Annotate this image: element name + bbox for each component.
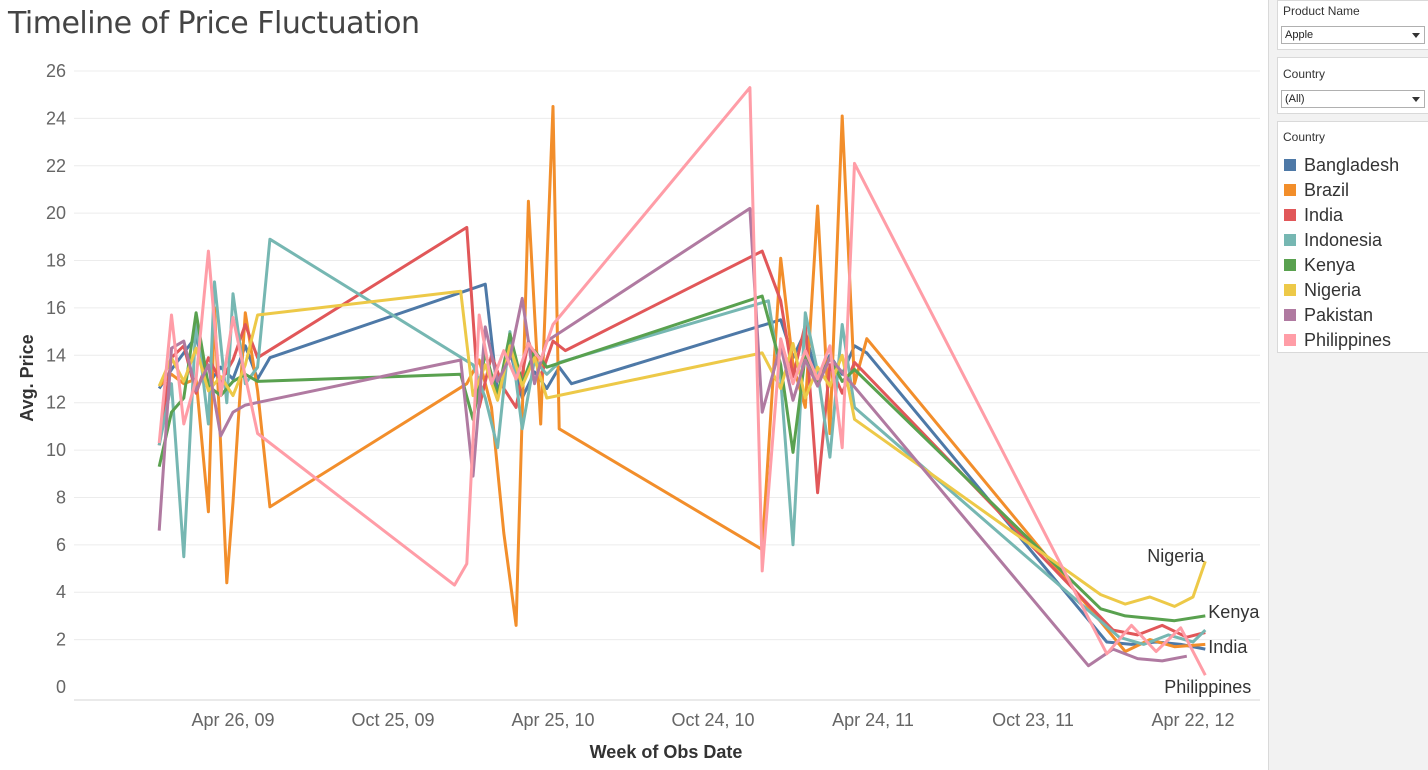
y-tick-label: 18 bbox=[46, 251, 66, 271]
legend-swatch bbox=[1284, 184, 1296, 196]
product-filter-card: Product Name Apple bbox=[1277, 0, 1428, 50]
series-line-philippines[interactable] bbox=[157, 86, 1207, 676]
legend-swatch bbox=[1284, 234, 1296, 246]
series-line-kenya[interactable] bbox=[157, 294, 1206, 623]
series-line-pakistan[interactable] bbox=[157, 206, 1188, 668]
series-line-brazil[interactable] bbox=[158, 105, 1206, 653]
legend-item-pakistan[interactable]: Pakistan bbox=[1284, 304, 1373, 326]
series-line-bangladesh[interactable] bbox=[157, 282, 1206, 651]
x-tick-label: Apr 25, 10 bbox=[511, 710, 594, 730]
legend-item-kenya[interactable]: Kenya bbox=[1284, 254, 1355, 276]
legend-swatch bbox=[1284, 309, 1296, 321]
y-tick-label: 16 bbox=[46, 298, 66, 318]
legend-label: Pakistan bbox=[1304, 304, 1374, 325]
series-line-nigeria[interactable] bbox=[157, 289, 1207, 608]
y-axis-title: Avg. Price bbox=[17, 334, 37, 421]
legend-swatch bbox=[1284, 259, 1296, 271]
x-tick-label: Oct 25, 09 bbox=[351, 710, 434, 730]
y-tick-label: 24 bbox=[46, 108, 66, 128]
end-label-nigeria: Nigeria bbox=[1147, 546, 1205, 566]
x-tick-label: Oct 23, 11 bbox=[992, 710, 1074, 730]
legend-label: Kenya bbox=[1304, 254, 1356, 275]
x-axis-title: Week of Obs Date bbox=[590, 742, 743, 762]
product-filter-label: Product Name bbox=[1283, 4, 1360, 18]
y-tick-label: 6 bbox=[56, 535, 66, 555]
end-label-philippines: Philippines bbox=[1164, 677, 1251, 697]
legend-item-brazil[interactable]: Brazil bbox=[1284, 179, 1349, 201]
end-label-india: India bbox=[1208, 637, 1248, 657]
legend-item-nigeria[interactable]: Nigeria bbox=[1284, 279, 1361, 301]
y-tick-label: 12 bbox=[46, 393, 66, 413]
legend-swatch bbox=[1284, 334, 1296, 346]
sidebar-panel: Product Name Apple Country (All) Country… bbox=[1268, 0, 1428, 770]
gridlines bbox=[74, 70, 1260, 641]
series-line-indonesia[interactable] bbox=[157, 237, 1207, 646]
legend-card: Country Bangladesh Brazil India Indonesia Ke… bbox=[1277, 121, 1428, 353]
legend-swatch bbox=[1284, 159, 1296, 171]
series-lines bbox=[157, 86, 1207, 676]
y-tick-label: 2 bbox=[56, 630, 66, 650]
chevron-down-icon bbox=[1412, 33, 1420, 38]
legend-item-philippines[interactable]: Philippines bbox=[1284, 329, 1391, 351]
product-name-dropdown[interactable]: Apple bbox=[1281, 26, 1425, 44]
y-tick-label: 14 bbox=[46, 345, 66, 365]
y-tick-label: 0 bbox=[56, 677, 66, 697]
legend-label: Indonesia bbox=[1304, 229, 1383, 250]
x-tick-label: Oct 24, 10 bbox=[671, 710, 754, 730]
legend-label: India bbox=[1304, 204, 1344, 225]
y-tick-label: 20 bbox=[46, 203, 66, 223]
end-label-kenya: Kenya bbox=[1208, 602, 1260, 622]
x-tick-label: Apr 22, 12 bbox=[1151, 710, 1234, 730]
legend-swatch bbox=[1284, 284, 1296, 296]
legend-item-india[interactable]: India bbox=[1284, 204, 1343, 226]
legend-label: Brazil bbox=[1304, 179, 1350, 200]
y-tick-label: 8 bbox=[56, 487, 66, 507]
country-filter-label: Country bbox=[1283, 67, 1326, 81]
y-tick-label: 4 bbox=[56, 582, 66, 602]
y-tick-label: 10 bbox=[46, 440, 66, 460]
x-axis-ticks: Apr 26, 09 Oct 25, 09 Apr 25, 10 Oct 24, 10… bbox=[191, 710, 1234, 730]
country-dropdown[interactable]: (All) bbox=[1281, 90, 1425, 108]
legend-title: Country bbox=[1283, 130, 1326, 144]
country-value: (All) bbox=[1285, 93, 1305, 105]
chevron-down-icon bbox=[1412, 97, 1420, 102]
legend-label: Nigeria bbox=[1304, 279, 1362, 300]
y-tick-label: 26 bbox=[46, 61, 66, 81]
legend-item-indonesia[interactable]: Indonesia bbox=[1284, 229, 1382, 251]
legend-swatch bbox=[1284, 209, 1296, 221]
x-tick-label: Apr 24, 11 bbox=[832, 710, 914, 730]
end-labels: Nigeria Kenya India Philippines bbox=[1147, 546, 1260, 697]
page-title: Timeline of Price Fluctuation bbox=[8, 6, 420, 41]
x-tick-label: Apr 26, 09 bbox=[191, 710, 274, 730]
y-tick-label: 22 bbox=[46, 156, 66, 176]
legend-label: Philippines bbox=[1304, 329, 1392, 350]
legend-label: Bangladesh bbox=[1304, 154, 1400, 175]
country-filter-card: Country (All) bbox=[1277, 57, 1428, 114]
legend-item-bangladesh[interactable]: Bangladesh bbox=[1284, 154, 1399, 176]
product-name-value: Apple bbox=[1285, 29, 1314, 41]
